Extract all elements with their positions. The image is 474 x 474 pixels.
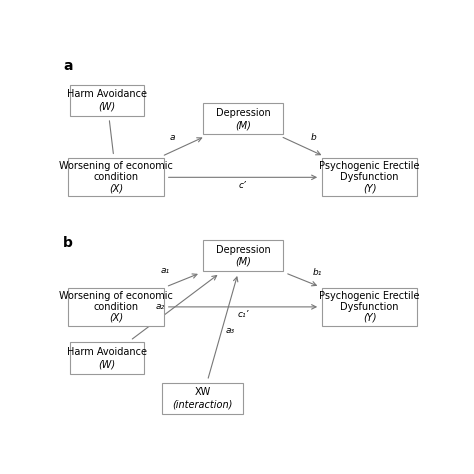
Text: Depression: Depression [216,108,270,118]
Text: b: b [63,237,73,250]
Text: (X): (X) [109,183,123,193]
Text: (M): (M) [235,257,251,267]
FancyBboxPatch shape [202,103,283,135]
Text: condition: condition [94,302,139,312]
Text: (M): (M) [235,120,251,130]
FancyBboxPatch shape [68,158,164,197]
Text: a₂: a₂ [155,302,165,311]
Text: (Y): (Y) [363,313,376,323]
Text: Dysfunction: Dysfunction [340,302,399,312]
Text: Dysfunction: Dysfunction [340,173,399,182]
Text: a: a [63,59,73,73]
Text: condition: condition [94,173,139,182]
Text: Harm Avoidance: Harm Avoidance [67,347,147,357]
Text: a₁: a₁ [160,266,169,275]
FancyBboxPatch shape [68,288,164,326]
Text: Psychogenic Erectile: Psychogenic Erectile [319,291,420,301]
Text: c’: c’ [239,181,247,190]
FancyBboxPatch shape [322,288,418,326]
Text: (interaction): (interaction) [173,399,233,410]
FancyBboxPatch shape [70,343,144,374]
Text: (X): (X) [109,313,123,323]
Text: Worsening of economic: Worsening of economic [59,291,173,301]
FancyBboxPatch shape [70,85,144,116]
Text: c₁’: c₁’ [237,310,249,319]
Text: b₁: b₁ [313,268,322,277]
Text: Worsening of economic: Worsening of economic [59,161,173,172]
Text: (W): (W) [99,359,116,369]
FancyBboxPatch shape [162,383,243,414]
Text: XW: XW [194,387,210,397]
FancyBboxPatch shape [202,240,283,271]
Text: (W): (W) [99,102,116,112]
Text: Depression: Depression [216,245,270,255]
Text: a: a [170,133,175,142]
Text: (Y): (Y) [363,183,376,193]
FancyBboxPatch shape [322,158,418,197]
Text: a₃: a₃ [226,326,235,335]
Text: b: b [310,133,316,142]
Text: Harm Avoidance: Harm Avoidance [67,90,147,100]
Text: Psychogenic Erectile: Psychogenic Erectile [319,161,420,172]
